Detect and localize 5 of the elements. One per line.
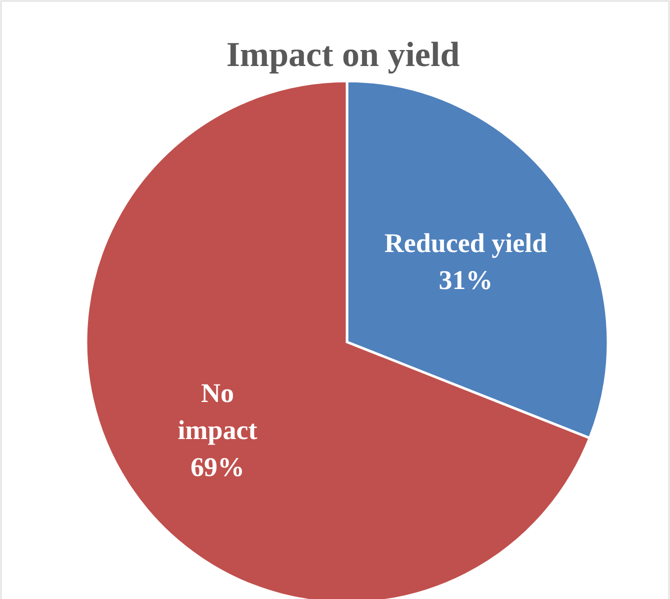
chart-title: Impact on yield (226, 35, 460, 74)
slice-label: Reduced yield (384, 228, 548, 258)
data-label: 69% (190, 452, 244, 482)
slice-label: No impact (178, 378, 258, 446)
data-label: 31% (438, 264, 493, 295)
